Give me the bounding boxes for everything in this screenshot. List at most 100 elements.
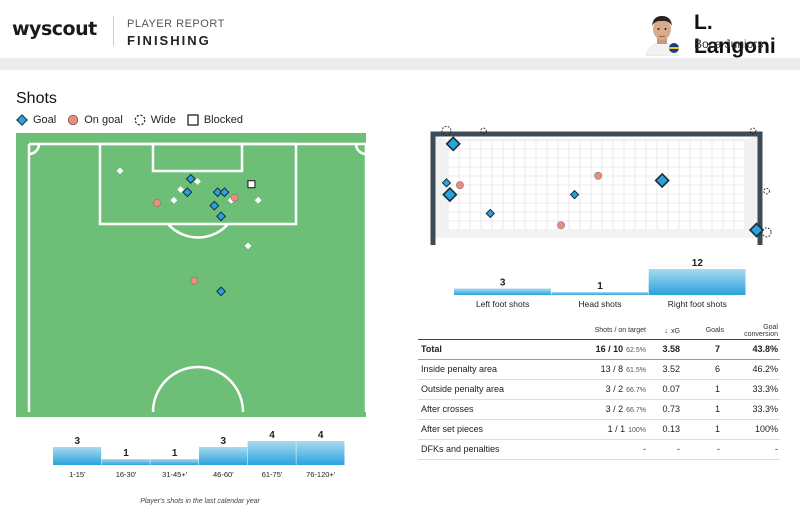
report-kicker: PLAYER REPORT: [127, 18, 225, 30]
row-shots-pct: 66.7%: [626, 387, 646, 394]
shots-by-time-chart: 3 1-15' 1 16-30' 1 31-45+' 3 46-60' 4 61-75' 4 76-1…: [53, 428, 345, 480]
goal-placement-map: [418, 120, 790, 248]
goal-shot-goal-3: [485, 208, 495, 219]
pitch-shot-goal-8: [182, 187, 193, 198]
table-header-shots[interactable]: Shots / on target: [594, 327, 646, 335]
legend-blocked: Blocked: [187, 114, 243, 126]
bar-label-2: 31-45+': [162, 470, 188, 479]
sort-arrow-icon: ↓: [664, 326, 669, 336]
bar-value-0: 3: [75, 436, 81, 447]
bar-value-2: 1: [172, 448, 178, 459]
row-xg-value: 0.07: [662, 384, 680, 394]
row-shots-value: 1 / 1: [607, 424, 626, 434]
row-shots: 3 / 2 66.7%: [568, 399, 648, 420]
row-label-value: After set pieces: [421, 424, 484, 434]
pitch-shot-blocked-small-0: [116, 167, 124, 175]
section-title: Shots: [16, 90, 57, 107]
row-label: After crosses: [418, 399, 568, 420]
row-conversion-value: 46.2%: [752, 364, 778, 374]
bar-4: [247, 441, 296, 465]
table-header-xg[interactable]: ↓ xG: [648, 323, 682, 339]
row-xg: -: [648, 439, 682, 460]
goal-shot-goal-5: [654, 172, 670, 189]
row-shots-value: -: [643, 444, 646, 454]
row-label: Inside penalty area: [418, 359, 568, 380]
header-band: [0, 58, 800, 70]
bar-5: [296, 441, 345, 465]
legend-wide-label: Wide: [150, 114, 176, 126]
row-label: Outside penalty area: [418, 379, 568, 400]
table-row: After set pieces 1 / 1 100% 0.13 1 100%: [418, 419, 780, 440]
row-label: Total: [418, 338, 568, 360]
bar-3: [199, 447, 248, 465]
row-conversion: 100%: [726, 419, 780, 440]
goal-frame: [430, 131, 763, 245]
pitch-shot-goal-9: [212, 187, 223, 198]
bar-label-1: Head shots: [579, 299, 622, 309]
pitch-shot-on-goal-16: [190, 276, 199, 285]
bar-value-5: 4: [318, 430, 324, 441]
goal-net: [433, 134, 760, 238]
row-shots: 13 / 8 61.5%: [568, 359, 648, 380]
report-header: wyscout PLAYER REPORT FINISHING L. Lango…: [0, 0, 800, 58]
pitch-shot-blocked-small-6: [244, 242, 252, 250]
chart-footnote: Player's shots in the last calendar year: [140, 498, 260, 505]
pitch-shot-blocked-17: [247, 180, 256, 189]
circle-icon: [68, 114, 79, 126]
legend-wide: Wide: [134, 114, 176, 126]
row-goals-value: 6: [714, 364, 720, 374]
shots-by-foot-chart: 3 Left foot shots 1 Head shots 12 Right foot …: [454, 255, 746, 313]
bar-label-0: Left foot shots: [476, 299, 529, 309]
shot-legend: Goal On goal Wide Blocked: [16, 113, 254, 127]
row-label: After set pieces: [418, 419, 568, 440]
bar-label-3: 46-60': [213, 470, 234, 479]
table-header-conversion[interactable]: Goal conversion: [744, 323, 778, 338]
row-xg: 0.13: [648, 419, 682, 440]
pitch-shot-map: [16, 133, 366, 417]
shots-by-foot-svg: 3 Left foot shots 1 Head shots 12 Right foot …: [454, 258, 746, 309]
pitch-shot-goal-7: [185, 173, 196, 184]
pitch-shot-goal-13: [216, 286, 227, 297]
bar-1: [101, 459, 150, 465]
pitch-shot-goal-11: [209, 200, 220, 211]
goal-shot-wide-12: [749, 127, 757, 135]
pitch-shot-marks: [116, 167, 262, 297]
bar-2: [648, 269, 746, 295]
row-conversion: 33.3%: [726, 399, 780, 420]
goal-shot-on-goal-8: [594, 171, 603, 180]
row-shots-value: 3 / 2: [605, 384, 624, 394]
brand-logo: wyscout: [12, 18, 97, 40]
report-title: FINISHING: [127, 33, 211, 48]
row-goals: 6: [682, 359, 726, 380]
legend-blocked-label: Blocked: [203, 114, 243, 126]
row-xg: 0.73: [648, 399, 682, 420]
table-row: Outside penalty area 3 / 2 66.7% 0.07 1 33.3%: [418, 379, 780, 400]
row-conversion: 33.3%: [726, 379, 780, 400]
pitch-shot-goal-12: [216, 211, 227, 222]
player-avatar: [640, 10, 684, 56]
row-shots-value: 13 / 8: [600, 364, 624, 374]
table-row: After crosses 3 / 2 66.7% 0.73 1 33.3%: [418, 399, 780, 420]
goal-shot-goal-1: [441, 178, 452, 188]
row-goals-value: -: [717, 444, 720, 454]
row-label: DFKs and penalties: [418, 439, 568, 460]
row-label-value: Total: [421, 344, 442, 354]
table-header-goals[interactable]: Goals: [705, 327, 724, 335]
row-goals-value: 1: [714, 404, 720, 414]
pitch-shot-blocked-small-3: [194, 178, 201, 185]
row-conversion-value: 33.3%: [752, 404, 778, 414]
row-goals-value: 1: [714, 424, 720, 434]
row-conversion-value: -: [775, 444, 778, 454]
row-xg-value: 0.13: [662, 424, 680, 434]
shots-by-time-svg: 3 1-15' 1 16-30' 1 31-45+' 3 46-60' 4 61-75' 4 76-1…: [53, 430, 345, 479]
bar-1: [551, 292, 649, 295]
row-xg: 0.07: [648, 379, 682, 400]
legend-goal-label: Goal: [33, 114, 57, 126]
square-icon: [187, 114, 199, 126]
row-goals-value: 1: [714, 384, 720, 394]
legend-goal: Goal: [16, 114, 56, 126]
goal-shot-goal-4: [569, 189, 580, 200]
row-shots: 16 / 10 62.5%: [568, 338, 648, 360]
bar-label-2: Right foot shots: [668, 299, 727, 309]
row-conversion: 46.2%: [726, 359, 780, 380]
